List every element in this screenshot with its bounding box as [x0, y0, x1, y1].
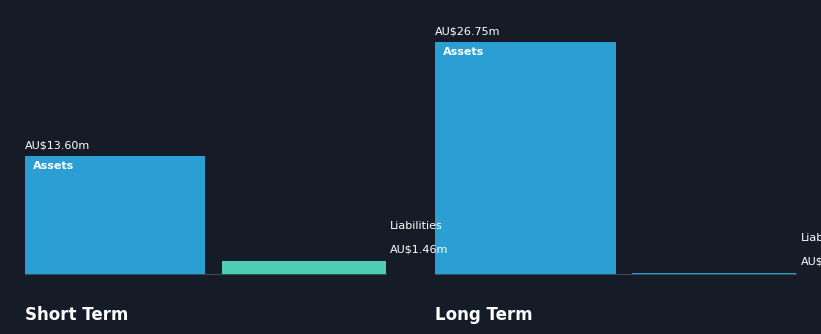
Bar — [25, 156, 205, 274]
Bar — [222, 261, 386, 274]
Text: AU$13.60m: AU$13.60m — [25, 141, 89, 151]
Text: AU$1.46m: AU$1.46m — [390, 244, 448, 255]
Text: Long Term: Long Term — [435, 306, 533, 324]
Text: AU$26.75m: AU$26.75m — [435, 27, 501, 37]
Text: AU$124.51k: AU$124.51k — [800, 256, 821, 266]
Text: Liabilities: Liabilities — [390, 221, 443, 231]
Text: Assets: Assets — [33, 161, 74, 171]
Text: Assets: Assets — [443, 47, 484, 57]
Text: Short Term: Short Term — [25, 306, 128, 324]
Bar — [435, 42, 616, 274]
Text: Liabilities: Liabilities — [800, 233, 821, 243]
Bar — [632, 273, 796, 274]
